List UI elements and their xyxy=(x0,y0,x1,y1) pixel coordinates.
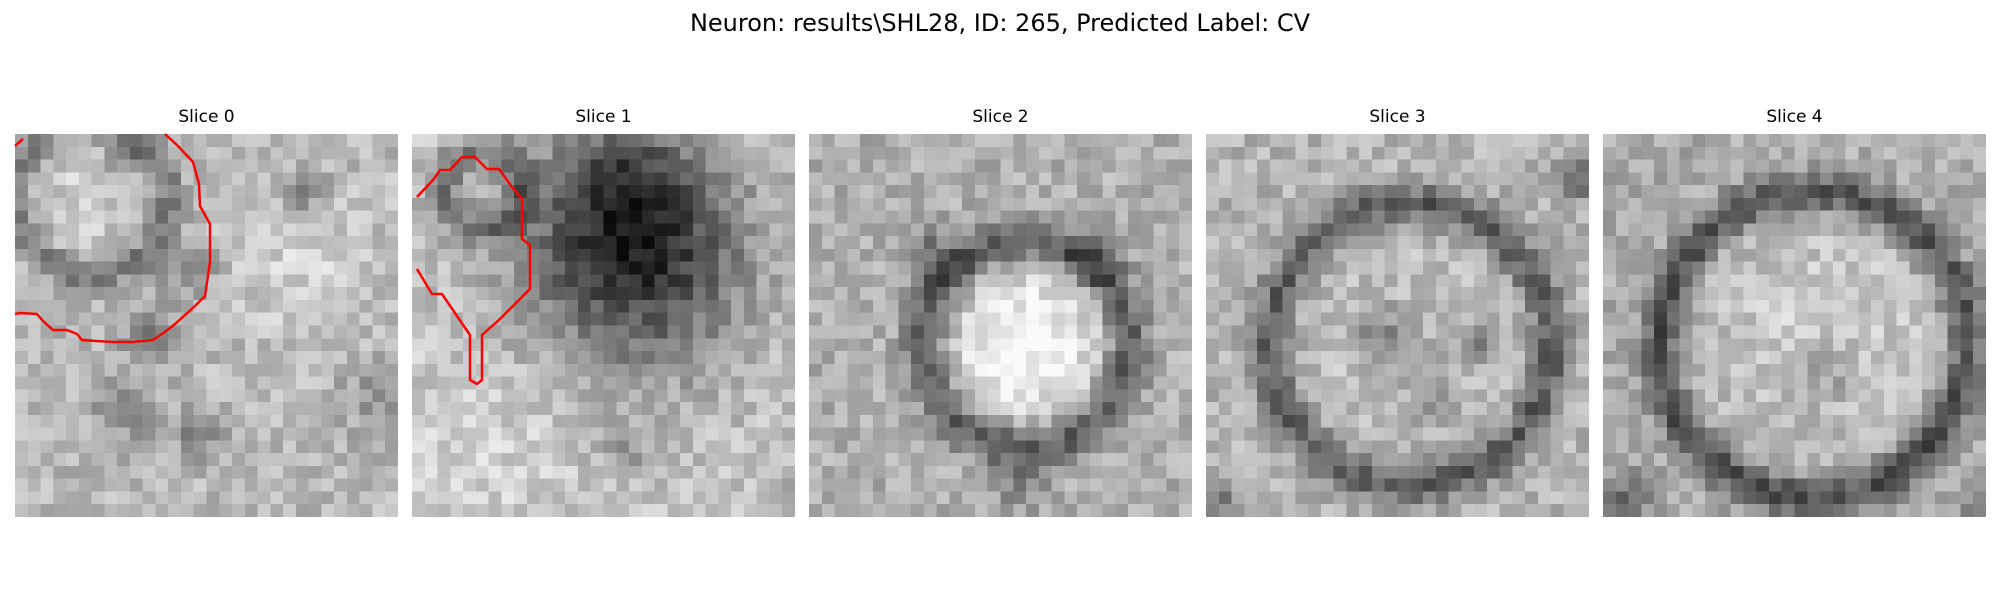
slice-title-2: Slice 2 xyxy=(972,107,1029,127)
figure-title: Neuron: results\SHL28, ID: 265, Predicte… xyxy=(689,9,1311,37)
segmentation-contour xyxy=(14,138,24,147)
slice-panel-4: Slice 4 xyxy=(1603,107,1986,517)
slice-title-0: Slice 0 xyxy=(178,107,235,127)
slice-title-4: Slice 4 xyxy=(1766,107,1823,127)
slice-panel-2: Slice 2 xyxy=(809,107,1192,517)
slice-image-3 xyxy=(1206,134,1589,517)
slice-image-1 xyxy=(412,134,795,517)
contour-overlay-1 xyxy=(415,155,532,386)
slice-title-3: Slice 3 xyxy=(1369,107,1426,127)
slice-image-0 xyxy=(15,134,398,517)
slice-panel-0: Slice 0 xyxy=(14,107,398,517)
segmentation-contour xyxy=(415,155,532,386)
contour-overlay-0 xyxy=(14,133,212,344)
slice-image-2 xyxy=(809,134,1192,517)
slice-title-1: Slice 1 xyxy=(575,107,632,127)
slice-panel-3: Slice 3 xyxy=(1206,107,1589,517)
slice-image-4 xyxy=(1603,134,1986,517)
segmentation-contour xyxy=(14,133,212,344)
slice-panel-1: Slice 1 xyxy=(412,107,795,517)
